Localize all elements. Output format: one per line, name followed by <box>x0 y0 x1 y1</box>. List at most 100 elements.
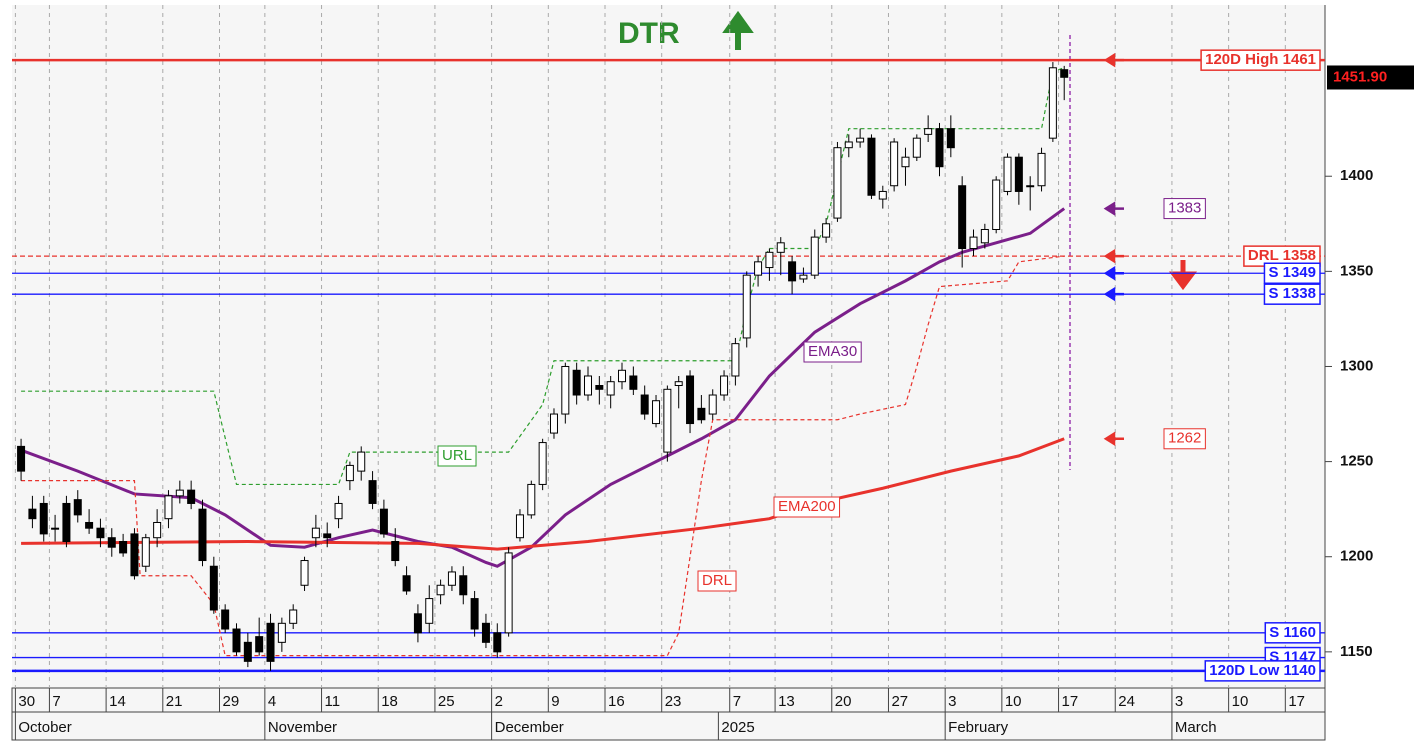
level-arrow <box>1103 265 1124 281</box>
candle-body <box>187 489 196 504</box>
candle-body <box>28 508 37 520</box>
level-arrow <box>1103 248 1124 264</box>
candle-body <box>345 464 354 482</box>
candle-body <box>17 445 26 472</box>
candle-body <box>436 584 445 596</box>
month-label: October <box>18 719 71 736</box>
x-tick-label: 17 <box>1062 693 1079 710</box>
series-label-box <box>697 570 737 592</box>
candle-body <box>822 223 831 238</box>
x-tick-label: 3 <box>1175 693 1183 710</box>
candle-body <box>153 521 162 539</box>
series-label: URL <box>442 447 472 464</box>
level-label: DRL 1358 <box>1248 247 1316 264</box>
month-label: February <box>948 719 1009 736</box>
annotation-box <box>1163 428 1206 450</box>
x-tick-label: 14 <box>109 693 126 710</box>
candle-body <box>538 442 547 485</box>
candle-body <box>549 413 558 434</box>
candle-body <box>708 394 717 415</box>
last-price-label: 1451.90 <box>1333 68 1387 85</box>
x-tick-label: 3 <box>948 693 956 710</box>
candle-body <box>810 236 819 276</box>
candle-body <box>289 609 298 624</box>
candle-body <box>946 128 955 149</box>
x-axis-area <box>11 687 1326 741</box>
candle-body <box>1003 156 1012 192</box>
x-tick-label: 9 <box>551 693 559 710</box>
level-label-box <box>1200 49 1321 71</box>
x-tick-label: 21 <box>166 693 183 710</box>
candle-body <box>776 242 785 253</box>
candle-body <box>924 128 933 135</box>
candle-body <box>51 527 60 530</box>
candle-body <box>583 375 592 396</box>
candle-body <box>107 537 116 548</box>
month-label: 2025 <box>721 719 754 736</box>
candle-body <box>255 636 264 653</box>
candle-body <box>391 541 400 562</box>
candle-body <box>652 400 661 425</box>
level-label: S 1160 <box>1269 624 1316 641</box>
level-label: S 1338 <box>1268 285 1316 302</box>
level-label-box <box>1264 622 1321 644</box>
candle-body <box>425 598 434 624</box>
indicator-line <box>20 207 1066 568</box>
candle-body <box>164 495 173 520</box>
candle-body <box>833 147 842 219</box>
candle-body <box>1048 67 1057 139</box>
indicator-line <box>21 255 1065 657</box>
candle-body <box>527 483 536 516</box>
candle-body <box>459 575 468 596</box>
x-tick-label: 30 <box>18 693 35 710</box>
level-label: 120D High 1461 <box>1205 51 1316 68</box>
candle-body <box>720 375 729 396</box>
candle-body <box>1026 185 1035 188</box>
candle-body <box>901 156 910 168</box>
candle-body <box>266 622 275 662</box>
candle-body <box>1014 156 1023 192</box>
candle-body <box>969 236 978 250</box>
x-tick-label: 13 <box>778 693 795 710</box>
y-tick-label: 1250 <box>1340 453 1373 470</box>
series-label-box <box>437 445 477 467</box>
last-price-box <box>1327 65 1414 90</box>
candle-body <box>504 552 513 634</box>
x-tick-label: 27 <box>891 693 908 710</box>
candle-body <box>674 381 683 387</box>
candle-body <box>311 527 320 539</box>
candle-body <box>606 381 615 396</box>
x-tick-label: 17 <box>1288 693 1305 710</box>
candle-body <box>935 128 944 168</box>
candle-body <box>1037 152 1046 187</box>
candle-body <box>368 480 377 504</box>
candle-body <box>663 388 672 453</box>
candle-body <box>39 502 48 535</box>
indicator-line <box>21 437 1065 551</box>
candle-body <box>62 502 71 543</box>
candle-body <box>856 137 865 143</box>
y-tick-label: 1300 <box>1340 357 1373 374</box>
candle-body <box>221 609 230 630</box>
candle-body <box>765 251 774 269</box>
series-label: EMA30 <box>808 343 857 360</box>
series-label-box <box>803 341 862 363</box>
x-tick-label: 10 <box>1005 693 1022 710</box>
y-tick-label: 1200 <box>1340 548 1373 565</box>
annotation-box <box>1163 198 1206 220</box>
candle-body <box>493 632 502 653</box>
candle-body <box>85 521 94 529</box>
x-tick-label: 29 <box>222 693 239 710</box>
candle-body <box>175 489 184 497</box>
indicator-line <box>21 67 1065 486</box>
candle-body <box>595 385 604 390</box>
level-label: 120D Low 1140 <box>1209 662 1316 679</box>
x-tick-label: 11 <box>325 693 341 710</box>
x-tick-label: 25 <box>438 693 455 710</box>
level-arrow <box>1103 201 1124 216</box>
level-label: S 1349 <box>1268 264 1316 281</box>
candle-body <box>357 451 366 472</box>
candle-body <box>481 622 490 643</box>
candle-body <box>742 274 751 339</box>
